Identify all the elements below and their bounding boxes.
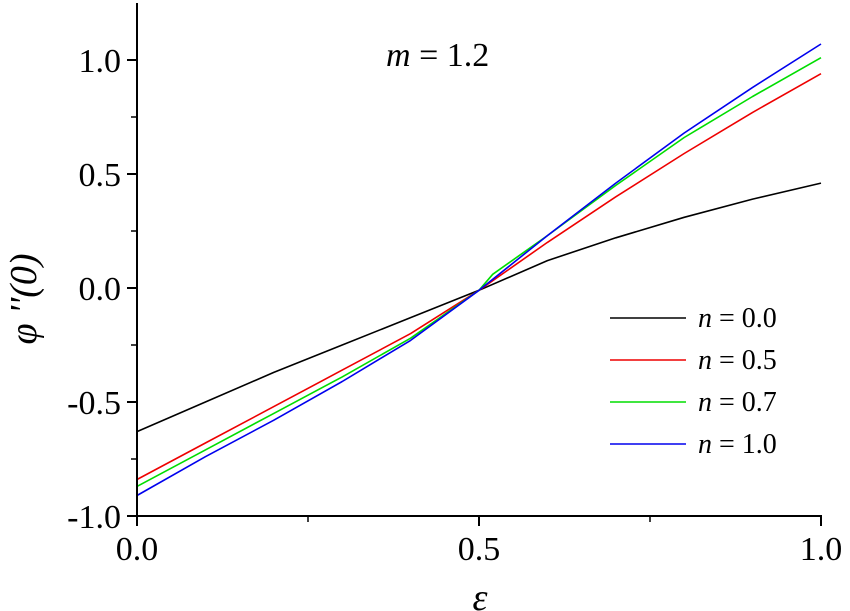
series-line-2 — [136, 57, 822, 488]
legend-label-3: n = 1.0 — [698, 429, 777, 460]
annotation-variable: m — [386, 37, 411, 74]
annotation: m = 1.2 — [386, 37, 489, 74]
ticks-layer: 0.0 0.5 1.0 -1.0 -0.5 0.0 0.5 1.0 — [67, 43, 842, 568]
y-axis-label: φ ''(0) — [3, 253, 45, 344]
x-tick-label-2: 1.0 — [800, 531, 843, 568]
x-axis-label: ε — [473, 577, 488, 611]
y-tick-label-1: -0.5 — [67, 385, 121, 422]
y-tick-label-2: 0.0 — [79, 271, 122, 308]
y-tick-label-4: 1.0 — [79, 43, 122, 80]
series-layer — [136, 43, 822, 497]
y-tick-label-3: 0.5 — [79, 157, 122, 194]
legend-label-2: n = 0.7 — [698, 387, 777, 418]
annotation-value: = 1.2 — [411, 37, 490, 74]
x-tick-label-1: 0.5 — [458, 531, 501, 568]
series-line-3 — [136, 43, 822, 497]
legend: n = 0.0 n = 0.5 n = 0.7 n = 1.0 — [610, 303, 777, 460]
legend-label-1: n = 0.5 — [698, 345, 777, 376]
series-line-1 — [136, 73, 822, 481]
y-tick-label-0: -1.0 — [67, 499, 121, 536]
x-tick-label-0: 0.0 — [116, 531, 159, 568]
legend-label-0: n = 0.0 — [698, 303, 777, 334]
